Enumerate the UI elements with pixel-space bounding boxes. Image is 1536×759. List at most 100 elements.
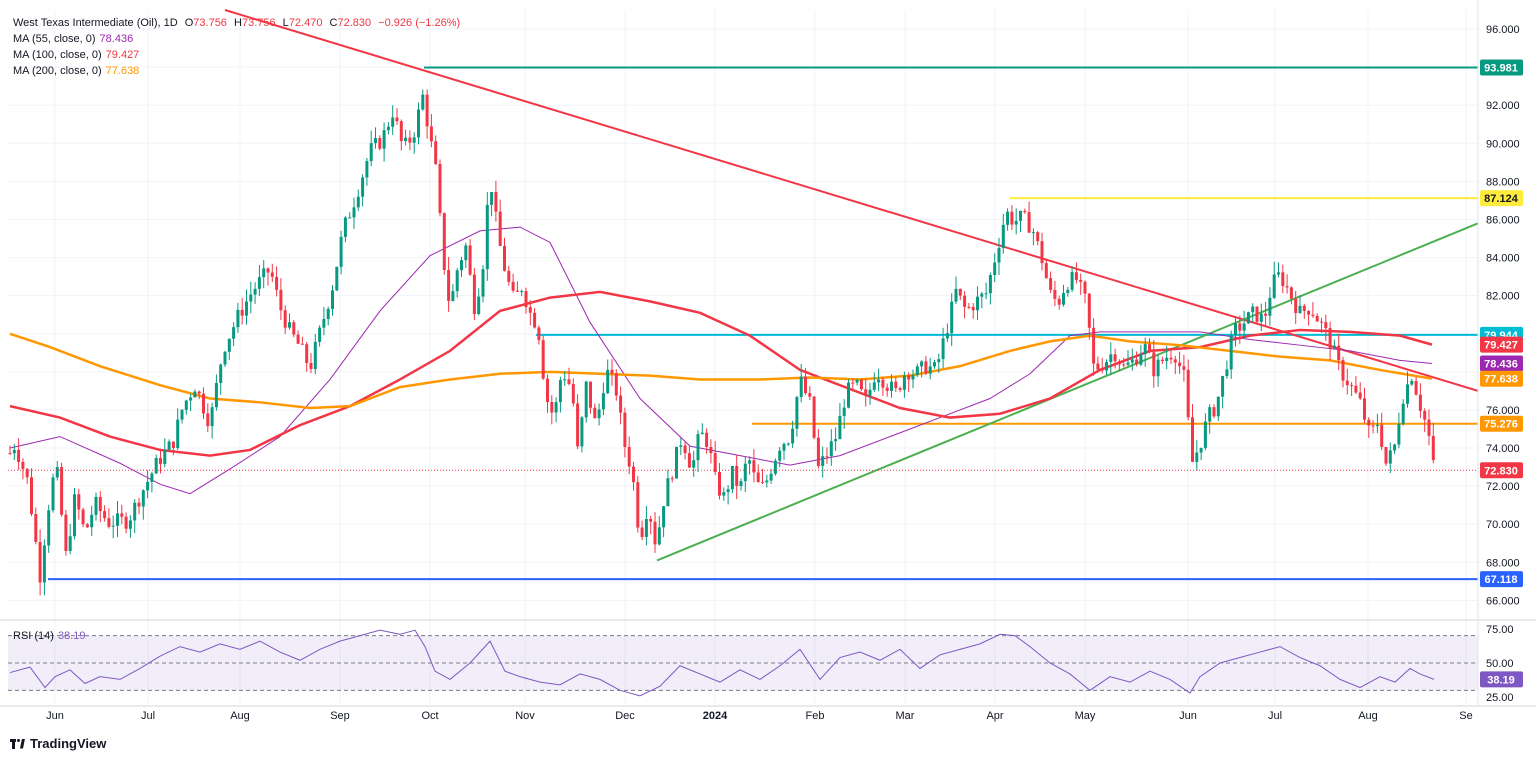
- candle-body: [619, 395, 623, 413]
- x-tick-label: Aug: [1358, 710, 1378, 722]
- candle-body: [335, 266, 339, 291]
- candle-body: [1208, 407, 1212, 422]
- rsi-legend: RSI (14) 38.19: [13, 628, 90, 644]
- candle-body: [236, 309, 240, 328]
- candle-body: [8, 453, 12, 455]
- candle-body: [842, 407, 846, 416]
- candle-body: [705, 432, 709, 447]
- candle-body: [1406, 384, 1409, 404]
- x-tick-label: Jul: [1268, 710, 1282, 722]
- candle-body: [1294, 298, 1298, 313]
- candle-body: [408, 137, 412, 143]
- y-tick-label: 92.000: [1486, 100, 1520, 112]
- candle-body: [485, 204, 489, 270]
- candle-body: [1113, 354, 1117, 362]
- x-tick-label: Mar: [896, 710, 915, 722]
- candle-body: [644, 518, 648, 537]
- candle-body: [47, 510, 51, 546]
- candle-body: [331, 290, 334, 309]
- candle-body: [339, 236, 343, 267]
- ma-price-label: 79.427: [1484, 340, 1518, 352]
- candle-body: [1302, 305, 1306, 311]
- candle-body: [984, 293, 988, 295]
- candle-body: [214, 382, 218, 408]
- candle-body: [133, 502, 137, 521]
- candle-body: [1298, 305, 1302, 313]
- candle-body: [455, 270, 459, 292]
- low-label: L: [282, 17, 289, 29]
- ma-price-label: 77.638: [1484, 374, 1518, 386]
- candle-body: [1105, 362, 1108, 371]
- candle-body: [898, 388, 902, 390]
- candle-body: [434, 141, 438, 164]
- candle-body: [30, 477, 33, 515]
- candle-body: [683, 445, 687, 454]
- ma200-value: 77.638: [105, 65, 140, 77]
- candle-body: [305, 344, 309, 364]
- candle-body: [245, 301, 248, 316]
- candle-body: [257, 277, 261, 289]
- candle-body: [649, 518, 653, 522]
- tradingview-logo[interactable]: TradingView: [10, 736, 106, 751]
- candle-body: [894, 381, 898, 389]
- candle-body: [38, 541, 42, 583]
- candle-body: [954, 288, 958, 302]
- candle-body: [309, 363, 313, 369]
- candle-body: [1414, 380, 1418, 395]
- candle-body: [743, 463, 747, 482]
- candle-body: [494, 192, 498, 212]
- symbol-title: West Texas Intermediate (Oil), 1D: [13, 17, 178, 29]
- candle-body: [726, 489, 730, 493]
- candle-body: [550, 402, 554, 413]
- y-tick-label: 84.000: [1486, 253, 1520, 265]
- candle-body: [713, 453, 717, 472]
- candle-body: [1117, 361, 1121, 365]
- candle-body: [769, 473, 773, 481]
- candle-body: [348, 217, 352, 219]
- candle-body: [1371, 425, 1375, 427]
- candle-body: [709, 446, 713, 454]
- candle-body: [17, 449, 21, 462]
- candle-body: [146, 481, 150, 491]
- y-tick-label: 68.000: [1486, 557, 1520, 569]
- candle-body: [1427, 419, 1431, 436]
- candle-body: [262, 268, 266, 278]
- candle-body: [924, 361, 928, 374]
- candle-body: [558, 380, 562, 403]
- candle-body: [391, 117, 395, 127]
- candle-body: [412, 137, 416, 143]
- candle-body: [632, 466, 635, 483]
- candle-body: [159, 457, 162, 465]
- candle-body: [997, 248, 1001, 263]
- candle-body: [447, 269, 451, 301]
- candle-body: [1341, 360, 1345, 381]
- candle-body: [219, 364, 223, 383]
- candle-body: [662, 506, 666, 528]
- x-tick-label: Se: [1459, 710, 1472, 722]
- ma-price-label-bg: [1480, 370, 1523, 387]
- candle-body: [468, 245, 472, 275]
- candle-body: [1066, 289, 1070, 294]
- candle-body: [821, 456, 825, 466]
- open-value: 73.756: [193, 17, 227, 29]
- candle-body: [318, 327, 322, 342]
- candle-body: [369, 143, 373, 162]
- candle-body: [1229, 335, 1233, 370]
- candle-body: [1393, 444, 1397, 451]
- horizontal-levels: [48, 66, 1478, 581]
- candle-body: [1315, 315, 1319, 322]
- candle-body: [507, 270, 511, 282]
- candle-body: [623, 412, 627, 447]
- candle-body: [855, 379, 859, 383]
- candle-body: [85, 524, 89, 528]
- candle-body: [12, 449, 16, 454]
- y-tick-label: 88.000: [1486, 176, 1520, 188]
- candle-body: [1160, 359, 1164, 362]
- candle-body: [232, 327, 236, 339]
- candle-body: [404, 137, 408, 142]
- candle-body: [580, 417, 584, 447]
- candle-body: [657, 527, 661, 545]
- candle-body: [1375, 424, 1379, 427]
- candle-body: [692, 460, 696, 468]
